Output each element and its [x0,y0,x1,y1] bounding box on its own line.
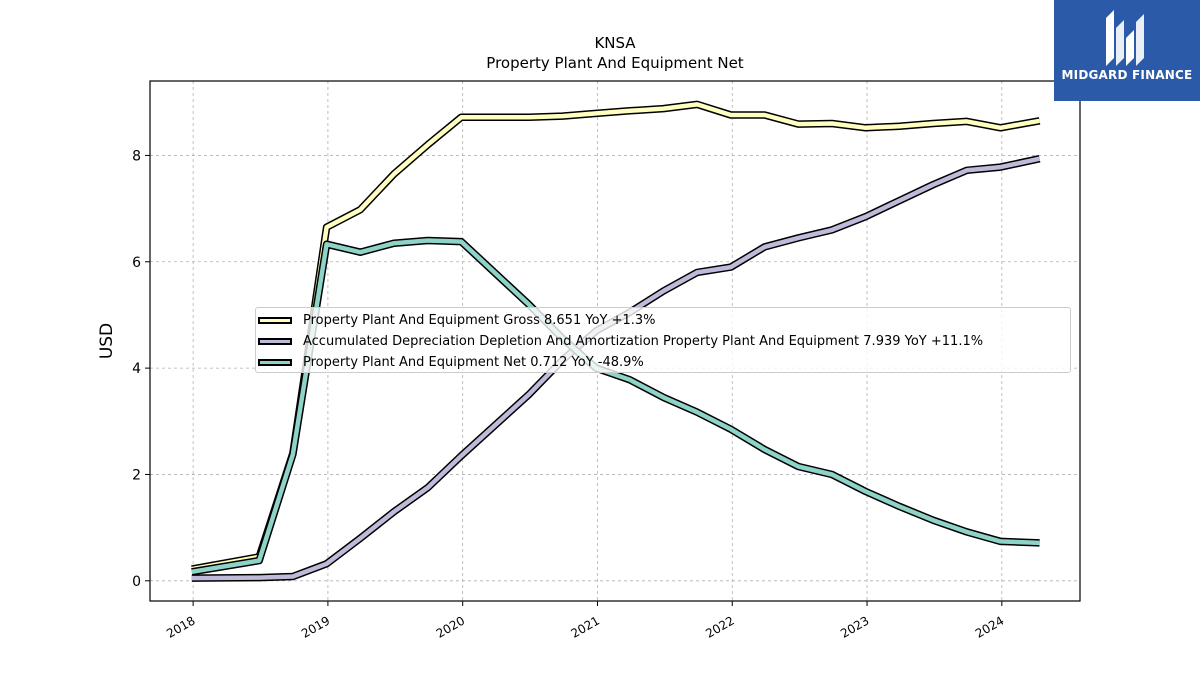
x-ticks: 2018 2019 2020 2021 2022 2023 2024 [164,601,1006,641]
series-line-2 [191,238,1040,575]
chart-subtitle: Property Plant And Equipment Net [486,54,743,72]
legend-label-gross: Property Plant And Equipment Gross 8.651… [303,312,656,328]
legend-swatch-gross [258,316,292,324]
y-tick-label: 0 [132,574,141,590]
series-line-1 [191,156,1041,581]
y-tick-label: 2 [132,467,141,483]
legend-entry-gross: Property Plant And Equipment Gross 8.651… [256,310,656,330]
legend-label-accumulated: Accumulated Depreciation Depletion And A… [303,333,984,349]
brand-logo: MIDGARD FINANCE [1054,0,1200,101]
y-tick-label: 4 [132,361,141,377]
legend-label-net: Property Plant And Equipment Net 0.712 Y… [303,354,644,370]
y-tick-label: 8 [132,148,141,164]
plot-frame [149,80,1081,602]
x-tick-label: 2021 [569,613,602,640]
x-tick-label: 2018 [164,613,197,640]
legend-entry-net: Property Plant And Equipment Net 0.712 Y… [256,352,644,372]
x-tick-label: 2022 [703,613,736,640]
x-tick-label: 2023 [838,613,871,640]
x-tick-label: 2020 [434,613,467,640]
brand-name: MIDGARD FINANCE [1061,68,1193,82]
x-tick-label: 2024 [973,613,1006,640]
x-tick-label: 2019 [299,613,332,640]
y-axis-label: USD [97,323,117,359]
legend-swatch-net [258,358,292,366]
series-layer [191,100,1041,582]
brand-mark-icon [1106,10,1144,66]
series-line-0 [191,102,1040,572]
y-ticks: 0 2 4 6 8 [132,148,150,590]
chart-title: KNSA [594,34,636,52]
legend-entry-accumulated: Accumulated Depreciation Depletion And A… [256,331,983,351]
y-tick-label: 6 [132,255,141,271]
legend: Property Plant And Equipment Gross 8.651… [255,307,1071,373]
legend-swatch-accumulated [258,337,292,345]
